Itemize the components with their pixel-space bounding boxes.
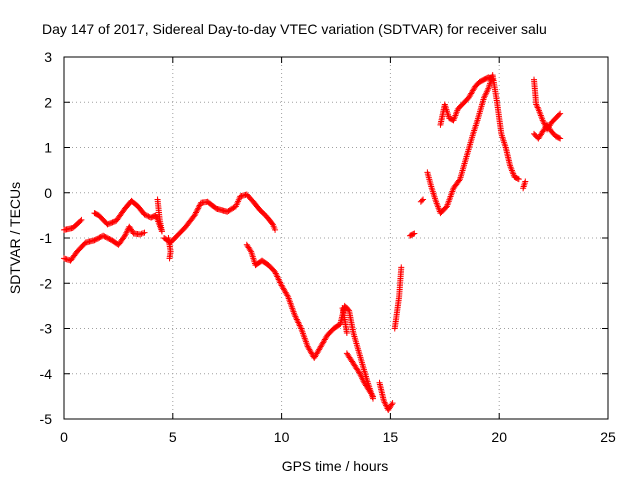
data-point [142,212,149,219]
data-point [158,228,165,235]
data-point [196,202,203,209]
y-tick-label: -5 [40,411,53,427]
y-tick-label: -4 [40,366,53,382]
data-point [557,110,564,117]
x-tick-label: 0 [60,429,68,445]
data-point [247,247,254,254]
data-point [195,203,202,210]
data-point [420,196,427,203]
data-point [369,392,376,399]
data-point [514,175,521,182]
grid-layer [64,57,608,419]
data-point [144,212,151,219]
data-point [410,231,417,238]
data-series-2 [61,74,564,400]
y-tick-label: 0 [44,185,52,201]
data-point [137,231,144,238]
y-tick-label: -1 [40,230,53,246]
x-tick-label: 10 [274,429,290,445]
data-point [191,212,198,219]
data-point [141,211,148,218]
y-tick-label: 2 [44,94,52,110]
y-tick-label: 1 [44,140,52,156]
x-tick-label: 15 [383,429,399,445]
data-point [166,255,173,262]
x-tick-label: 5 [169,429,177,445]
data-point [195,205,202,212]
data-point [398,264,405,271]
x-axis-label: GPS time / hours [282,458,389,474]
data-point [388,401,395,408]
tick-layer: 0 5 10 15 20 25 -5 -4 -3 -2 -1 0 1 2 3 [40,49,616,445]
data-point [77,218,84,225]
y-axis-label: SDTVAR / TECUs [7,182,23,294]
data-point [411,230,418,237]
data-point [369,393,376,400]
y-tick-label: -3 [40,321,53,337]
y-tick-label: 3 [44,49,52,65]
data-point [193,209,200,216]
x-tick-label: 20 [491,429,507,445]
data-point [284,292,291,299]
data-point [272,226,279,233]
data-point [489,76,496,83]
data-point [557,135,564,142]
data-point [556,134,563,141]
data-point [515,176,522,183]
data-point [520,185,527,192]
data-point [192,210,199,217]
data-point [141,229,148,236]
data-point [343,330,350,337]
data-series-1 [61,72,564,413]
chart-title: Day 147 of 2017, Sidereal Day-to-day VTE… [42,21,547,37]
data-point [194,206,201,213]
data-point [138,230,145,237]
data-point [78,216,85,223]
data-point [418,197,425,204]
data-point [193,208,200,215]
data-layer [61,72,564,413]
data-point [456,177,463,184]
data-point [488,76,495,83]
data-point [344,306,351,313]
y-tick-label: -2 [40,275,53,291]
x-tick-label: 25 [600,429,616,445]
data-point [140,230,147,237]
data-point [389,400,396,407]
data-point [556,111,563,118]
